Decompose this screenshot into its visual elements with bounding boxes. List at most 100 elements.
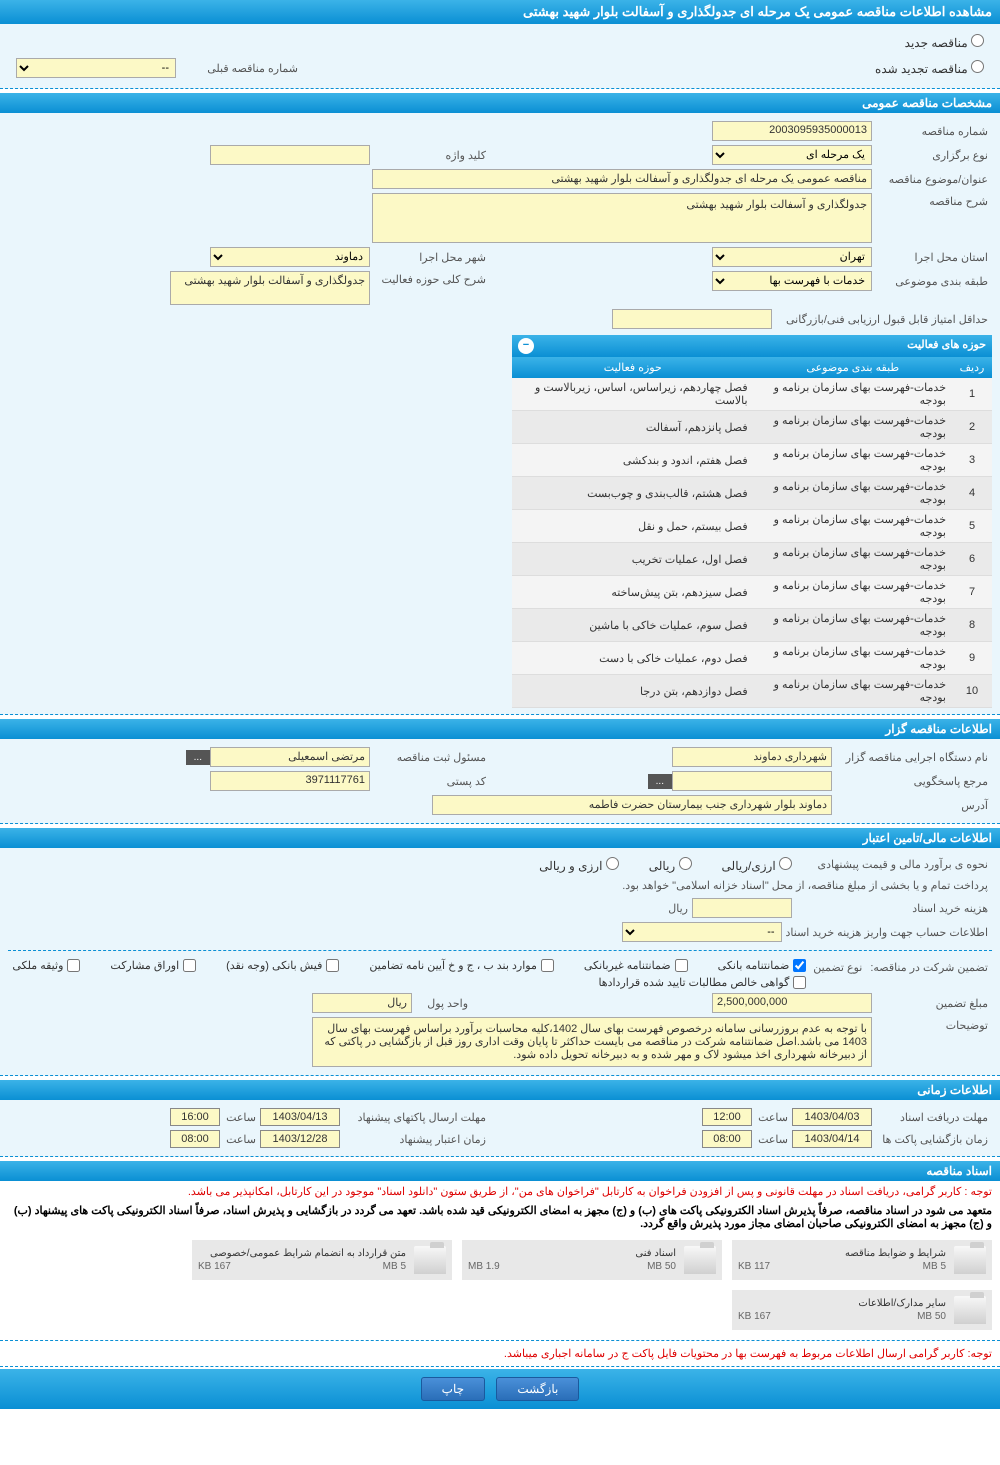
scope-field: جدولگذاری و آسفالت بلوار شهید بهشتی bbox=[170, 271, 370, 305]
validity-time: 08:00 bbox=[170, 1130, 220, 1148]
folder-icon bbox=[954, 1246, 986, 1274]
fin-desc-field: با توجه به عدم بروزرسانی سامانه درخصوص ف… bbox=[312, 1017, 872, 1067]
buycost-unit: ریال bbox=[662, 900, 692, 917]
section-organizer: اطلاعات مناقصه گزار bbox=[0, 719, 1000, 739]
folder-icon bbox=[414, 1246, 446, 1274]
type-selection: مناقصه جدید مناقصه تجدید شده شماره مناقص… bbox=[0, 24, 1000, 89]
number-field: 2003095935000013 bbox=[712, 121, 872, 141]
time-label-1: ساعت bbox=[752, 1109, 792, 1126]
chk-nonbank[interactable]: ضمانتنامه غیربانکی bbox=[584, 959, 688, 972]
docs-note1: توجه : کاربر گرامی، دریافت اسناد در مهلت… bbox=[0, 1181, 1000, 1202]
receive-date: 1403/04/03 bbox=[792, 1108, 872, 1126]
prev-number-label: شماره مناقصه قبلی bbox=[182, 60, 302, 77]
category-select[interactable]: خدمات با فهرست بها bbox=[712, 271, 872, 291]
keyword-field[interactable] bbox=[210, 145, 370, 165]
table-row: 10خدمات-فهرست بهای سازمان برنامه و بودجه… bbox=[512, 675, 992, 708]
table-row: 1خدمات-فهرست بهای سازمان برنامه و بودجهف… bbox=[512, 378, 992, 411]
province-select[interactable]: تهران bbox=[712, 247, 872, 267]
radio-rial[interactable]: ریالی bbox=[649, 857, 692, 873]
buycost-label: هزینه خرید اسناد bbox=[792, 900, 992, 917]
table-row: 9خدمات-فهرست بهای سازمان برنامه و بودجهف… bbox=[512, 642, 992, 675]
prev-number-select[interactable]: -- bbox=[16, 58, 176, 78]
section-docs: اسناد مناقصه bbox=[0, 1161, 1000, 1181]
chk-items[interactable]: موارد بند ب ، ج و خ آیین نامه تضامین bbox=[369, 959, 553, 972]
file-size: 117 KB bbox=[738, 1261, 770, 1272]
receive-label: مهلت دریافت اسناد bbox=[872, 1109, 992, 1126]
ref-label: مرجع پاسخگویی bbox=[832, 773, 992, 790]
time-label-2: ساعت bbox=[220, 1109, 260, 1126]
footer: بازگشت چاپ bbox=[0, 1369, 1000, 1409]
guarantee-type-label: نوع تضمین bbox=[806, 959, 866, 976]
payment-note: پرداخت تمام و یا بخشی از مبلغ مناقصه، از… bbox=[618, 877, 992, 894]
open-label: زمان بازگشایی پاکت ها bbox=[872, 1131, 992, 1148]
page-title: مشاهده اطلاعات مناقصه عمومی یک مرحله ای … bbox=[0, 0, 1000, 24]
unit-label: واحد پول bbox=[412, 995, 472, 1012]
chk-property[interactable]: وثیقه ملکی bbox=[12, 959, 80, 972]
validity-date: 1403/12/28 bbox=[260, 1130, 340, 1148]
folder-icon bbox=[684, 1246, 716, 1274]
chk-securities[interactable]: اوراق مشارکت bbox=[110, 959, 196, 972]
section-financial: اطلاعات مالی/تامین اعتبار bbox=[0, 828, 1000, 848]
activity-header: حوزه های فعالیت − bbox=[512, 335, 992, 357]
number-label: شماره مناقصه bbox=[872, 123, 992, 140]
subject-label: عنوان/موضوع مناقصه bbox=[872, 171, 992, 188]
exec-label: نام دستگاه اجرایی مناقصه گزار bbox=[832, 749, 992, 766]
scope-label: شرح کلی حوزه فعالیت bbox=[370, 271, 490, 288]
time-label-3: ساعت bbox=[752, 1131, 792, 1148]
reg-label: مسئول ثبت مناقصه bbox=[370, 749, 490, 766]
city-select[interactable]: دماوند bbox=[210, 247, 370, 267]
radio-renewed[interactable]: مناقصه تجدید شده bbox=[875, 60, 984, 76]
file-card[interactable]: سایر مدارک/اطلاعات 50 MB 167 KB bbox=[732, 1290, 992, 1330]
file-max: 50 MB bbox=[647, 1261, 676, 1272]
file-card[interactable]: متن قرارداد به انضمام شرایط عمومی/خصوصی … bbox=[192, 1240, 452, 1280]
folder-icon bbox=[954, 1296, 986, 1324]
radio-fx[interactable]: ارزی و ریالی bbox=[539, 857, 619, 873]
section-general: مشخصات مناقصه عمومی bbox=[0, 93, 1000, 113]
type-select[interactable]: یک مرحله ای bbox=[712, 145, 872, 165]
chk-bank[interactable]: ضمانتنامه بانکی bbox=[718, 959, 807, 972]
file-card[interactable]: اسناد فنی 50 MB 1.9 MB bbox=[462, 1240, 722, 1280]
file-size: 167 KB bbox=[738, 1311, 771, 1322]
docs-note3: توجه: کاربر گرامی ارسال اطلاعات مربوط به… bbox=[0, 1343, 1000, 1364]
organizer-content: نام دستگاه اجرایی مناقصه گزار شهرداری دم… bbox=[0, 739, 1000, 824]
keyword-label: کلید واژه bbox=[370, 147, 490, 164]
subject-field: مناقصه عمومی یک مرحله ای جدولگذاری و آسف… bbox=[372, 169, 872, 189]
file-title: سایر مدارک/اطلاعات bbox=[738, 1298, 946, 1309]
table-row: 5خدمات-فهرست بهای سازمان برنامه و بودجهف… bbox=[512, 510, 992, 543]
file-max: 50 MB bbox=[917, 1311, 946, 1322]
table-row: 6خدمات-فهرست بهای سازمان برنامه و بودجهف… bbox=[512, 543, 992, 576]
open-time: 08:00 bbox=[702, 1130, 752, 1148]
radio-rial-fx[interactable]: ارزی/ریالی bbox=[722, 857, 792, 873]
ref-more-button[interactable]: ... bbox=[648, 774, 672, 789]
back-button[interactable]: بازگشت bbox=[496, 1377, 579, 1401]
account-label: اطلاعات حساب جهت واریز هزینه خرید اسناد bbox=[782, 924, 992, 941]
city-label: شهر محل اجرا bbox=[370, 249, 490, 266]
radio-new[interactable]: مناقصه جدید bbox=[905, 36, 984, 50]
account-select[interactable]: -- bbox=[622, 922, 782, 942]
file-card[interactable]: شرایط و ضوابط مناقصه 5 MB 117 KB bbox=[732, 1240, 992, 1280]
reg-field: مرتضی اسمعیلی bbox=[210, 747, 370, 767]
collapse-icon[interactable]: − bbox=[518, 338, 534, 354]
table-row: 8خدمات-فهرست بهای سازمان برنامه و بودجهف… bbox=[512, 609, 992, 642]
table-row: 7خدمات-فهرست بهای سازمان برنامه و بودجهف… bbox=[512, 576, 992, 609]
file-size: 167 KB bbox=[198, 1261, 231, 1272]
unit-field: ریال bbox=[312, 993, 412, 1013]
chk-cash[interactable]: فیش بانکی (وجه نقد) bbox=[226, 959, 339, 972]
exec-field: شهرداری دماوند bbox=[672, 747, 832, 767]
docs-content: توجه : کاربر گرامی، دریافت اسناد در مهلت… bbox=[0, 1181, 1000, 1367]
chk-receivables[interactable]: گواهی خالص مطالبات تایید شده قراردادها bbox=[8, 976, 806, 989]
validity-label: زمان اعتبار پیشنهاد bbox=[340, 1131, 490, 1148]
file-title: شرایط و ضوابط مناقصه bbox=[738, 1248, 946, 1259]
table-row: 4خدمات-فهرست بهای سازمان برنامه و بودجهف… bbox=[512, 477, 992, 510]
buycost-field[interactable] bbox=[692, 898, 792, 918]
type-label: نوع برگزاری bbox=[872, 147, 992, 164]
print-button[interactable]: چاپ bbox=[421, 1377, 485, 1401]
ref-field[interactable] bbox=[672, 771, 832, 791]
reg-more-button[interactable]: ... bbox=[186, 750, 210, 765]
th-row: ردیف bbox=[952, 357, 992, 378]
minscore-field[interactable] bbox=[612, 309, 772, 329]
timing-content: مهلت دریافت اسناد 1403/04/03 ساعت 12:00 … bbox=[0, 1100, 1000, 1157]
submit-date: 1403/04/13 bbox=[260, 1108, 340, 1126]
province-label: استان محل اجرا bbox=[872, 249, 992, 266]
section-timing: اطلاعات زمانی bbox=[0, 1080, 1000, 1100]
